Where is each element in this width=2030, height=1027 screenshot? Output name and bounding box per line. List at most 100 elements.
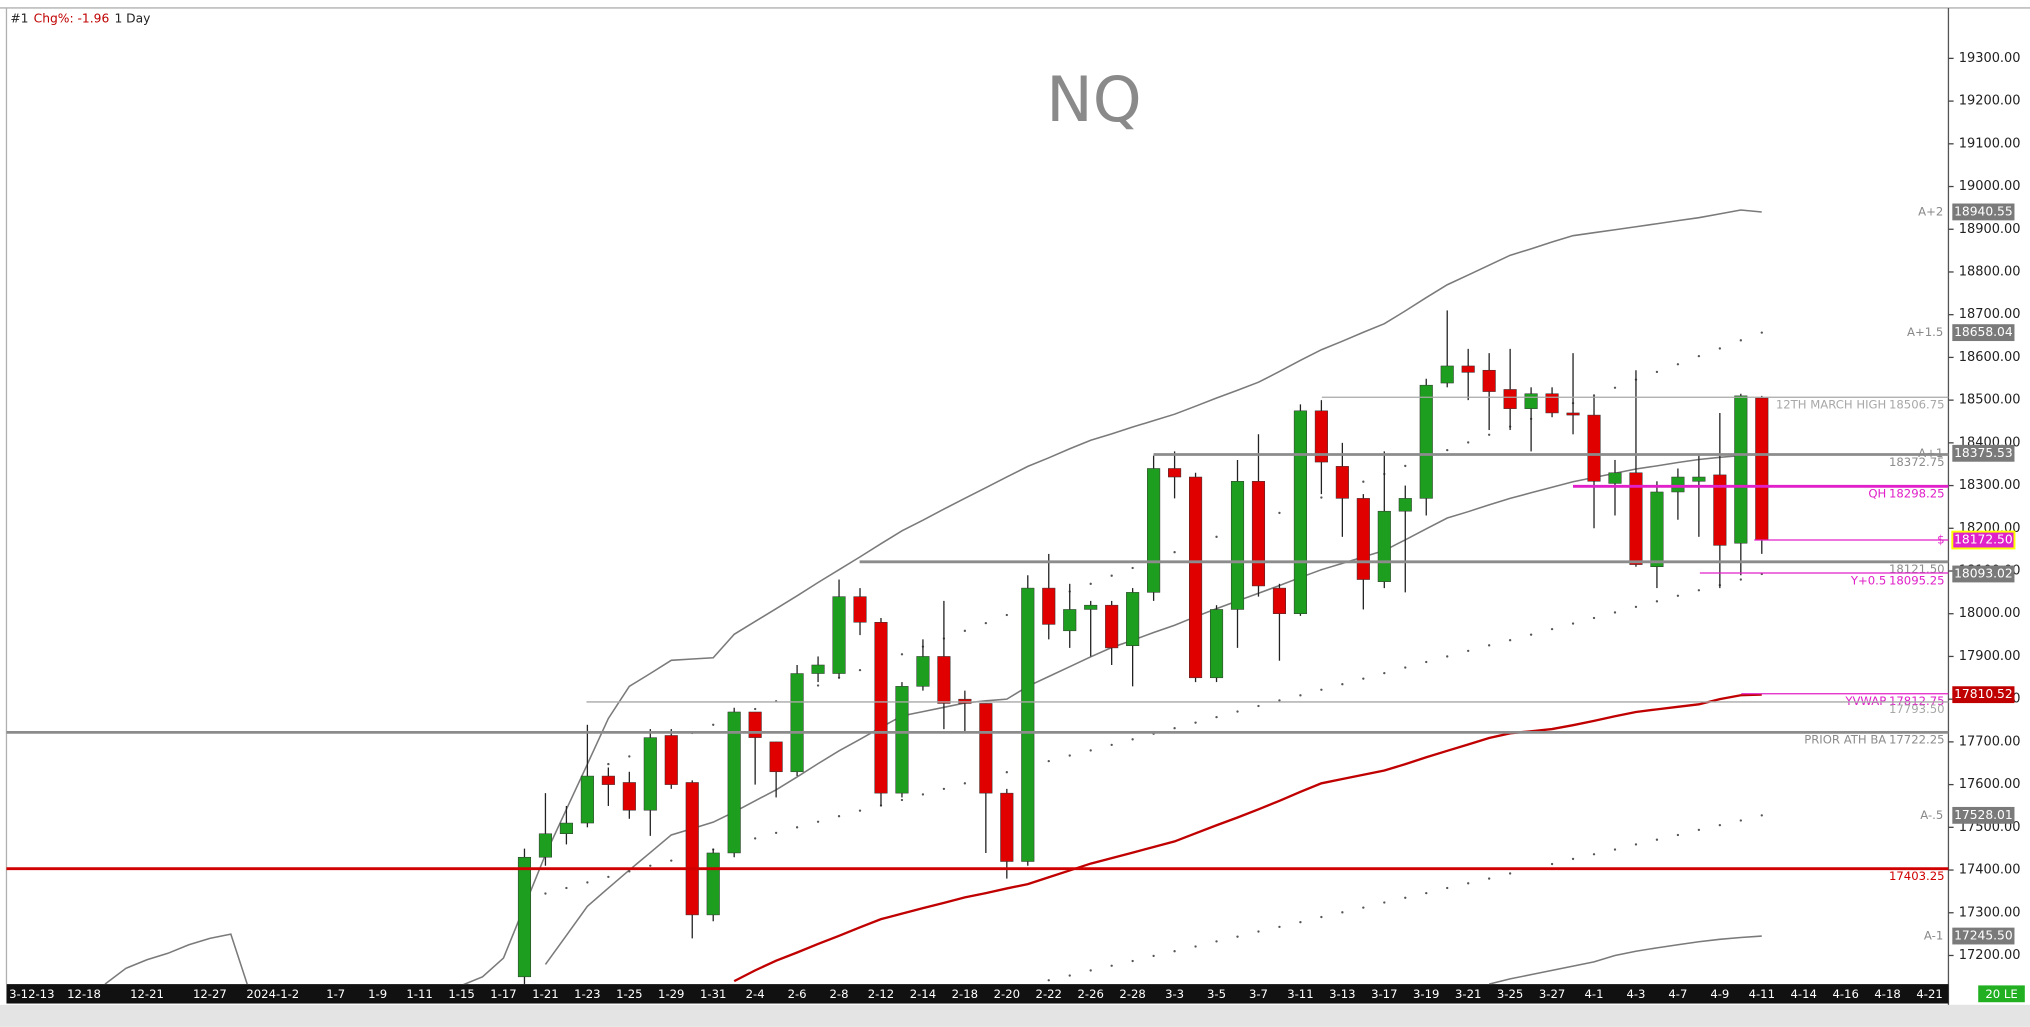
level-value: 17793.50 (1889, 702, 1945, 716)
overlay-dot (1173, 551, 1176, 554)
overlay-line (544, 452, 1762, 965)
overlay-dot (1446, 886, 1449, 890)
overlay-line (104, 933, 249, 985)
candle-body (538, 833, 552, 858)
candle-body (1608, 472, 1622, 484)
overlay-line (733, 693, 1762, 983)
x-tick-label: 2-28 (1119, 987, 1145, 1001)
candle-body (1084, 604, 1098, 610)
overlay-dot (1467, 441, 1470, 444)
overlay-dot (1362, 480, 1365, 483)
x-tick-label: 1-17 (490, 987, 516, 1001)
overlay-dot (1676, 363, 1680, 366)
candle-body (1440, 365, 1454, 384)
x-tick-label: 3-21 (1455, 987, 1481, 1001)
y-tick-label: 19100.00 (1959, 136, 2021, 151)
overlay-dot (1320, 915, 1323, 919)
overlay-end-value: 17810.52 (1954, 687, 2013, 701)
level-name: $ (1937, 533, 1944, 547)
overlay-dot (753, 707, 757, 711)
overlay-dot (1131, 738, 1134, 741)
candle-body (643, 737, 657, 811)
level-value: 17812.75 (1889, 694, 1945, 708)
candle-body (559, 822, 573, 834)
overlay-dot (1592, 853, 1596, 856)
candle-body (1419, 384, 1433, 499)
candle-body (1356, 498, 1370, 580)
overlay-dot (1215, 940, 1218, 943)
overlay-dot (1739, 339, 1742, 342)
candle-body (1713, 474, 1727, 546)
x-tick-label: 3-17 (1371, 987, 1397, 1001)
candle-body (727, 711, 741, 854)
x-tick-label: 4-11 (1749, 987, 1775, 1001)
candle-body (811, 664, 825, 674)
overlay-dot (1194, 945, 1197, 948)
overlay-dot (1320, 496, 1323, 499)
overlay-dot (942, 787, 946, 791)
overlay-end-box (1952, 927, 2015, 945)
candle-body (601, 775, 615, 785)
y-tick-label: 17400.00 (1959, 863, 2021, 878)
overlay-end-box (1952, 444, 2015, 462)
overlay-dot (1404, 666, 1407, 669)
overlay-end-box (1952, 686, 2015, 704)
candle-body (1126, 592, 1140, 647)
x-tick-label: 2024-1-2 (246, 987, 299, 1001)
overlay-dot (1383, 671, 1386, 675)
overlay-dot (921, 793, 925, 796)
overlay-dot (1257, 704, 1260, 708)
candle-body (517, 856, 532, 978)
x-tick-label: 3-12-13 (9, 987, 54, 1001)
overlay-dot (1634, 843, 1638, 846)
x-tick-label: 3-3 (1165, 987, 1184, 1001)
candle-body (1650, 491, 1664, 567)
overlay-end-box (1952, 806, 2015, 824)
overlay-dot (1068, 974, 1071, 977)
overlay-dot (1110, 743, 1113, 747)
overlay-dot (1487, 644, 1491, 647)
candle-body (832, 596, 846, 674)
y-tick-label: 19300.00 (1959, 51, 2021, 66)
overlay-dot (816, 684, 820, 687)
overlay-dot (628, 870, 631, 873)
overlay-dot (1215, 535, 1218, 538)
x-tick-label: 2-4 (746, 987, 765, 1001)
overlay-dot (1341, 683, 1344, 686)
candle-body (1629, 472, 1643, 565)
overlay-dot (1299, 694, 1302, 697)
candle-body (1503, 389, 1517, 409)
candle-body (685, 782, 699, 916)
overlay-dot (1320, 688, 1323, 691)
x-tick-label: 3-7 (1249, 987, 1268, 1001)
overlay-dot (1467, 649, 1470, 653)
x-tick-label: 3-25 (1497, 987, 1523, 1001)
overlay-dot (1404, 896, 1407, 899)
candle-body (874, 622, 888, 794)
overlay-dot (1425, 660, 1428, 664)
x-tick-label: 1-25 (616, 987, 642, 1001)
overlay-end-value: 18093.02 (1954, 566, 2013, 580)
overlay-dot (1697, 354, 1701, 358)
x-tick-label: 4-9 (1710, 987, 1729, 1001)
x-tick-label: 1-29 (658, 987, 684, 1001)
header-change: -1.96 (77, 11, 109, 25)
overlay-dot (963, 629, 967, 632)
overlay-dot (753, 837, 757, 840)
x-tick-label: 2-20 (994, 987, 1020, 1001)
overlay-dot (1676, 594, 1680, 597)
overlay-dot (1362, 906, 1365, 909)
x-tick-label: 4-14 (1791, 987, 1817, 1001)
x-tick-label: 3-19 (1413, 987, 1439, 1001)
overlay-end-box (1952, 203, 2015, 221)
x-tick-label: 4-1 (1585, 987, 1604, 1001)
overlay-name: A+1 (1918, 446, 1943, 460)
overlay-dot (1131, 566, 1134, 570)
overlay-dot (1446, 655, 1449, 658)
candle-body (1189, 476, 1203, 679)
x-tick-label: 3-13 (1329, 987, 1355, 1001)
x-tick-label: 2-14 (910, 987, 936, 1001)
overlay-dot (1446, 448, 1449, 452)
overlay-dot (1655, 838, 1659, 841)
level-value: 18172.50 (1954, 533, 2013, 547)
